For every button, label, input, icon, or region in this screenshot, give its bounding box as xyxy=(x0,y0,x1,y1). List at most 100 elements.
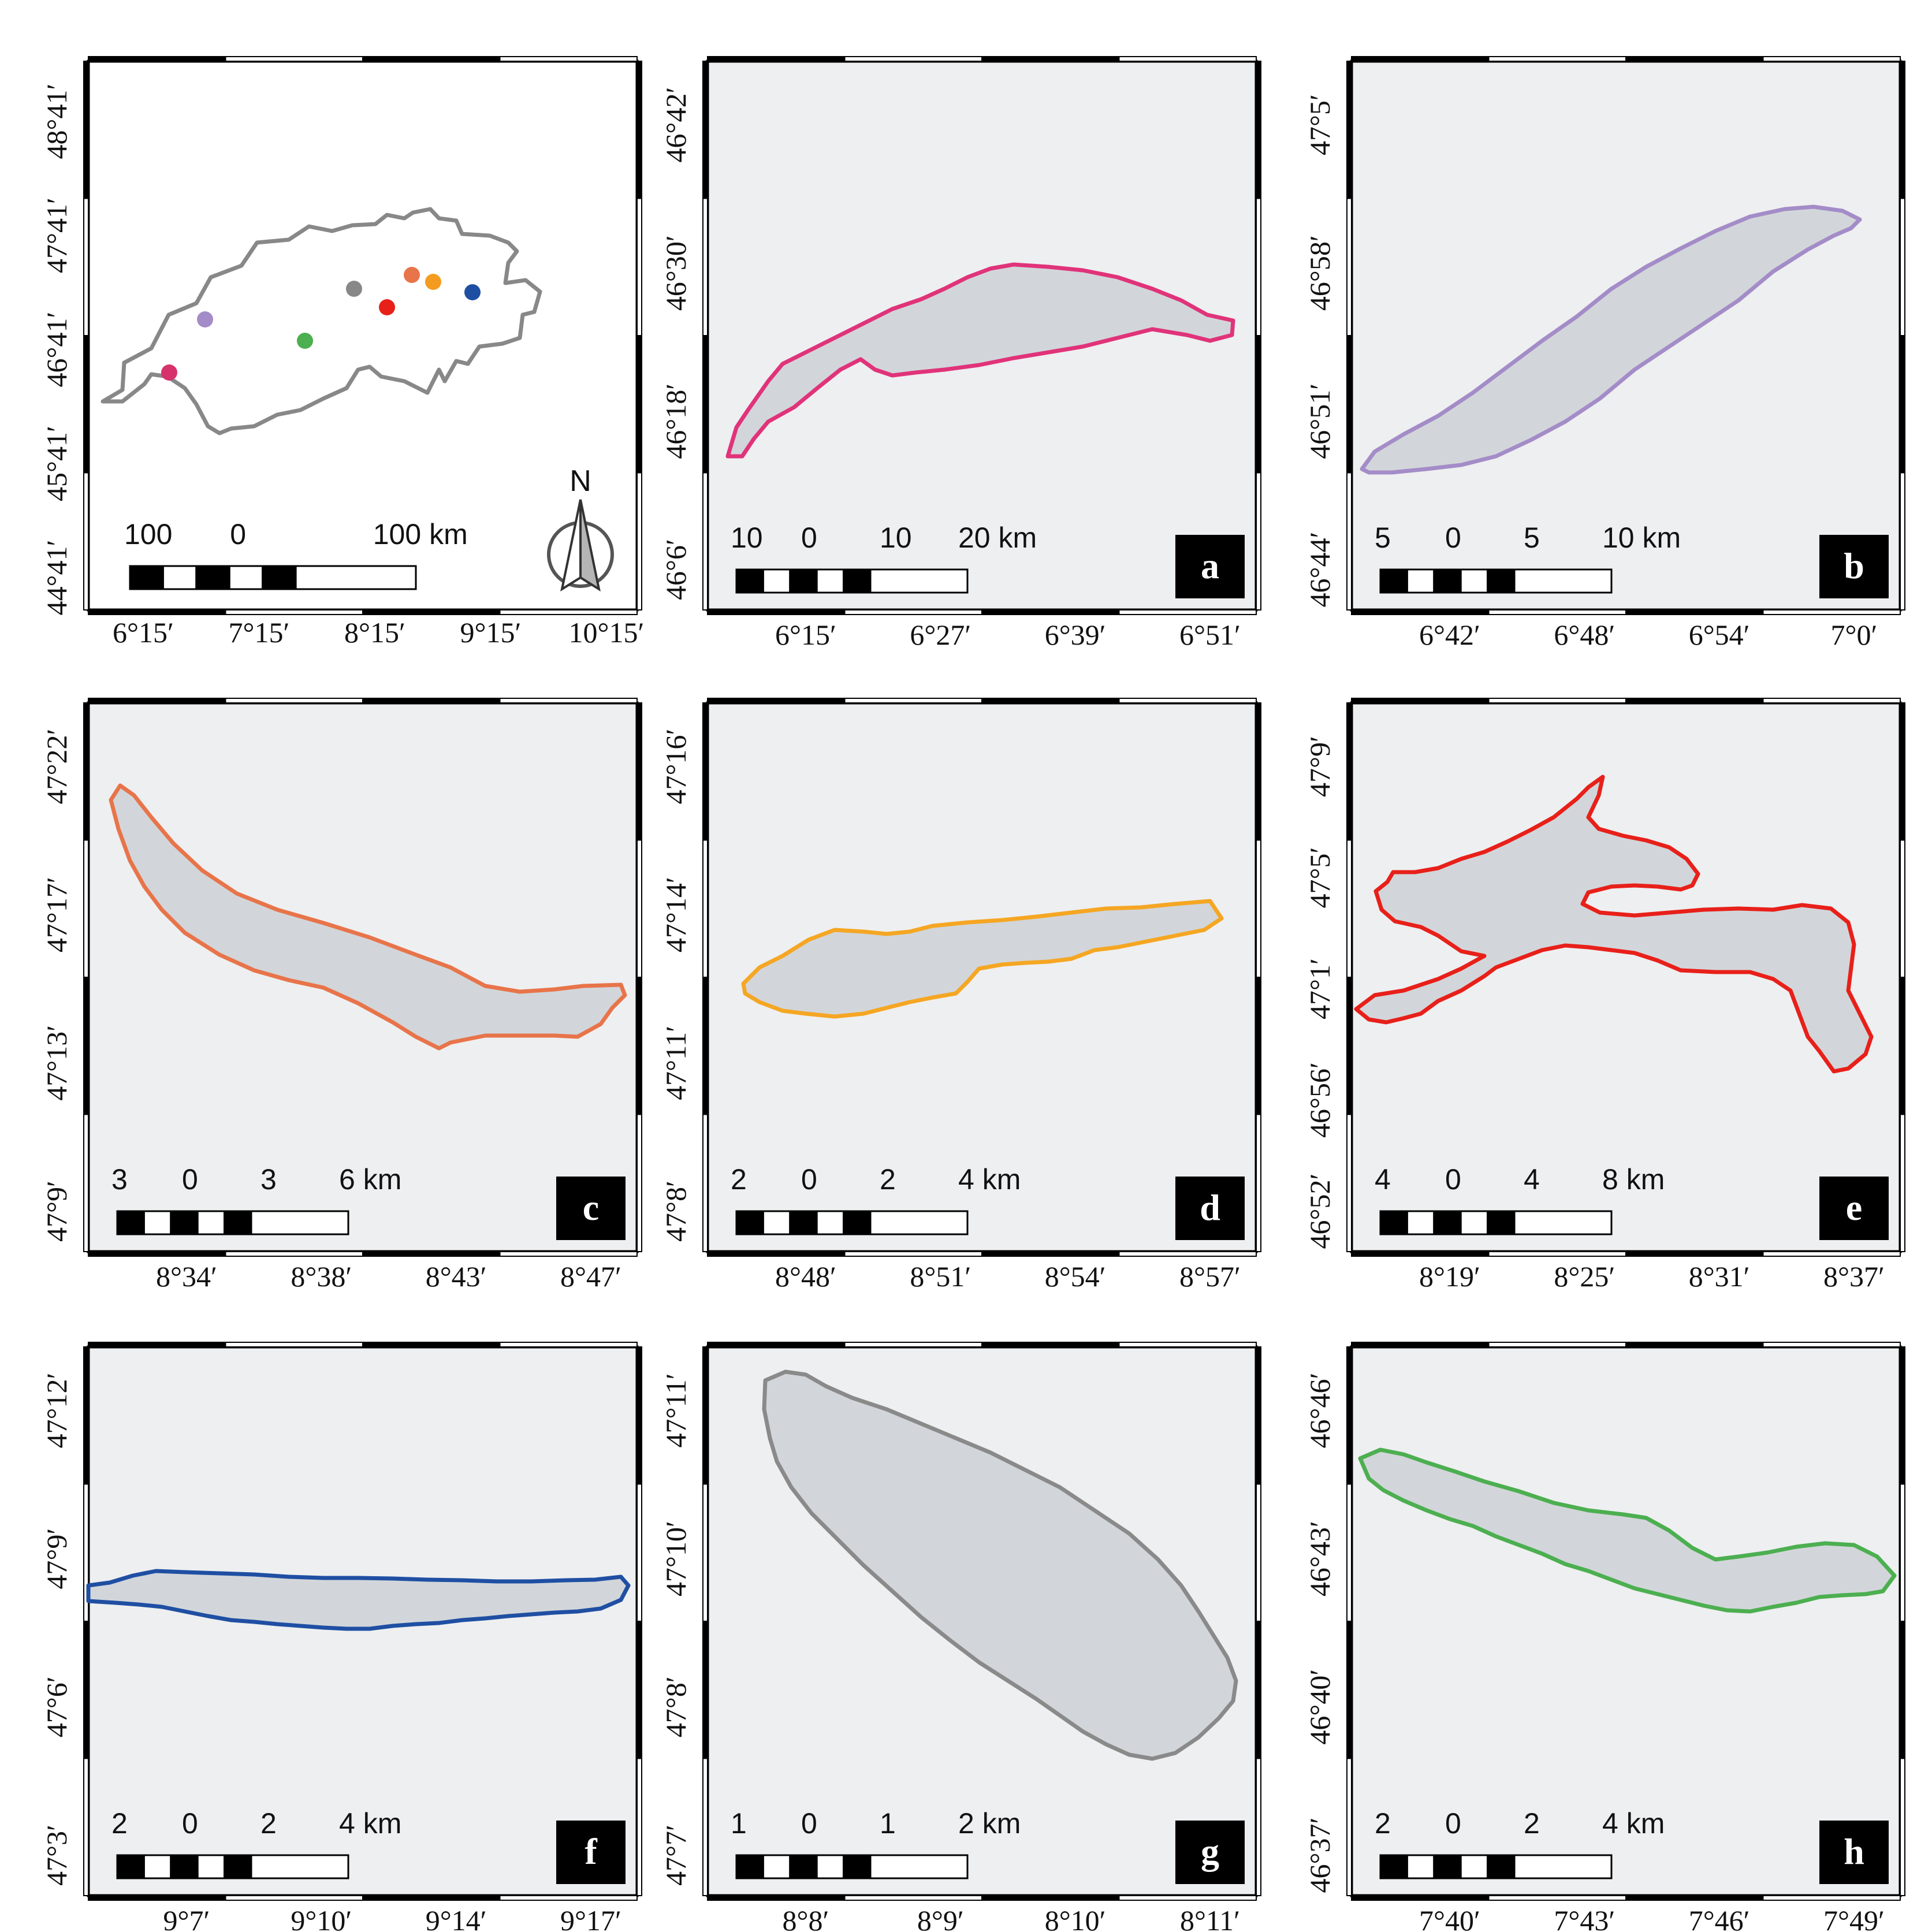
lake-map-f: 47°12′ 47°9′ 47°6′ 47°3′ 9°7′ 9°10′ 9°14′ 9°17′… xyxy=(40,1342,642,1932)
frame-tick-bottom xyxy=(499,1251,638,1257)
frame-tick-bottom xyxy=(1762,1251,1901,1257)
frame-tick-right xyxy=(1900,1758,1905,1896)
frame-tick-top xyxy=(981,1342,1120,1347)
x-tick-label: 10°15′ xyxy=(569,616,645,649)
scale-segment xyxy=(869,1210,969,1235)
panel-letter-box-d: d xyxy=(1175,1177,1245,1240)
scale-segment xyxy=(1460,568,1489,594)
scale-label: 0 xyxy=(801,1807,817,1840)
scale-label: 4 km xyxy=(1602,1807,1665,1840)
panel-letter-box-b: b xyxy=(1819,535,1889,598)
panel-e: 47°9′ 47°5′ 47°1′ 46°56′ 46°52′ 8°19′ 8°25′ 8°3… xyxy=(1288,644,1932,1293)
frame-tick-left xyxy=(702,472,708,611)
frame-tick-top xyxy=(1351,56,1490,62)
lake-outline-e xyxy=(1354,775,1874,1074)
frame-tick-top xyxy=(362,56,501,62)
scale-label: 10 xyxy=(731,522,763,554)
frame-tick-left xyxy=(1346,335,1352,474)
frame-tick-right xyxy=(636,472,642,611)
site-marker-f xyxy=(464,284,481,300)
scale-label: 0 xyxy=(1445,522,1461,554)
frame-tick-top xyxy=(844,698,982,703)
scale-segment xyxy=(869,1854,969,1879)
x-tick-label: 8°51′ xyxy=(910,1260,971,1293)
y-tick-label: 47°11′ xyxy=(660,1026,692,1100)
x-tick-label: 9°7′ xyxy=(163,1904,210,1932)
x-tick-label: 6°15′ xyxy=(113,616,174,649)
scale-segment xyxy=(196,1210,226,1235)
frame-tick-left xyxy=(83,702,89,841)
frame-tick-top xyxy=(1625,1342,1764,1347)
scale-segment xyxy=(789,568,818,594)
frame-tick-bottom xyxy=(1762,609,1901,615)
scale-label: 0 xyxy=(182,1807,198,1840)
y-tick-label: 47°8′ xyxy=(660,1676,692,1737)
frame-tick-top xyxy=(88,56,226,62)
frame-tick-right xyxy=(1256,702,1261,841)
scale-segment xyxy=(1513,1210,1613,1235)
y-tick-label: 47°14′ xyxy=(660,877,692,952)
frame-tick-left xyxy=(1346,1621,1352,1759)
frame-tick-top xyxy=(1762,56,1901,62)
scale-label: 1 xyxy=(731,1807,747,1840)
frame-tick-right xyxy=(1900,472,1905,611)
y-tick-label: 46°37′ xyxy=(1304,1818,1336,1893)
frame-tick-left xyxy=(1346,61,1352,199)
scale-label: 0 xyxy=(1445,1807,1461,1840)
x-axis-labels-a: 6°15′ 6°27′ 6°39′ 6°51′ xyxy=(775,619,1241,651)
site-marker-a xyxy=(161,364,177,381)
y-tick-label: 47°12′ xyxy=(40,1373,73,1449)
y-tick-label: 46°18′ xyxy=(660,384,692,459)
frame-tick-top xyxy=(499,698,638,703)
frame-tick-left xyxy=(1346,1758,1352,1896)
scale-label: 0 xyxy=(801,522,817,554)
map-frame xyxy=(1346,1342,1905,1901)
y-tick-label: 47°41′ xyxy=(40,198,73,273)
north-arrow-right xyxy=(579,499,601,592)
scale-segment xyxy=(162,565,198,590)
frame-tick-left xyxy=(702,1621,708,1759)
panel-letter-bg xyxy=(1819,1821,1889,1884)
frame-tick-bottom xyxy=(844,1251,982,1257)
lake-outline-c xyxy=(109,783,627,1051)
x-tick-label: 8°57′ xyxy=(1179,1260,1241,1293)
scale-segment xyxy=(224,1854,252,1879)
panel-letter-bg xyxy=(1819,535,1889,598)
panel-letter: c xyxy=(583,1187,599,1228)
scale-segment xyxy=(1433,1854,1462,1879)
frame-tick-left xyxy=(1346,472,1352,611)
frame-tick-top xyxy=(1351,698,1490,703)
panel-f: 47°12′ 47°9′ 47°6′ 47°3′ 9°7′ 9°10′ 9°14′ 9°17′… xyxy=(0,1288,647,1932)
scale-label: 2 xyxy=(1375,1807,1391,1840)
x-tick-label: 6°39′ xyxy=(1045,619,1106,651)
frame-tick-top xyxy=(499,1342,638,1347)
overview-frame xyxy=(88,61,637,610)
x-tick-label: 8°25′ xyxy=(1554,1260,1615,1293)
y-axis-labels-c: 47°22′ 47°17′ 47°13′ 47°9′ xyxy=(40,729,73,1242)
frame-tick-right xyxy=(1900,198,1905,336)
scale-segment xyxy=(1433,568,1462,594)
frame-tick-top xyxy=(844,56,982,62)
scale-segment xyxy=(762,1854,791,1879)
panel-d: 47°16′ 47°14′ 47°11′ 47°8′ 8°48′ 8°51′ 8°54′ 8°… xyxy=(644,644,1288,1293)
frame-tick-top xyxy=(1762,698,1901,703)
frame-tick-top xyxy=(1488,698,1626,703)
frame-tick-top xyxy=(362,1342,501,1347)
frame-tick-bottom xyxy=(1488,1251,1626,1257)
site-marker-c xyxy=(404,267,420,283)
panel-letter-box-g: g xyxy=(1175,1821,1245,1884)
x-tick-label: 6°27′ xyxy=(910,619,971,651)
x-tick-label: 9°15′ xyxy=(460,616,522,649)
frame-tick-bottom xyxy=(844,609,982,615)
frame-tick-right xyxy=(636,1114,642,1252)
frame-tick-bottom xyxy=(1351,609,1490,615)
frame-tick-left xyxy=(702,61,708,199)
scalebar-f: 2 0 2 4 km xyxy=(111,1807,401,1879)
frame-tick-right xyxy=(636,839,642,978)
panel-letter: h xyxy=(1844,1831,1864,1872)
y-axis-labels-f: 47°12′ 47°9′ 47°6′ 47°3′ xyxy=(40,1373,73,1886)
x-axis-labels-g: 8°8′ 8°9′ 8°10′ 8°11′ xyxy=(783,1904,1241,1932)
y-axis-labels-g: 47°11′ 47°10′ 47°8′ 47°7′ xyxy=(660,1373,692,1886)
scale-segment xyxy=(196,1854,226,1879)
scale-label: 2 km xyxy=(958,1807,1021,1840)
